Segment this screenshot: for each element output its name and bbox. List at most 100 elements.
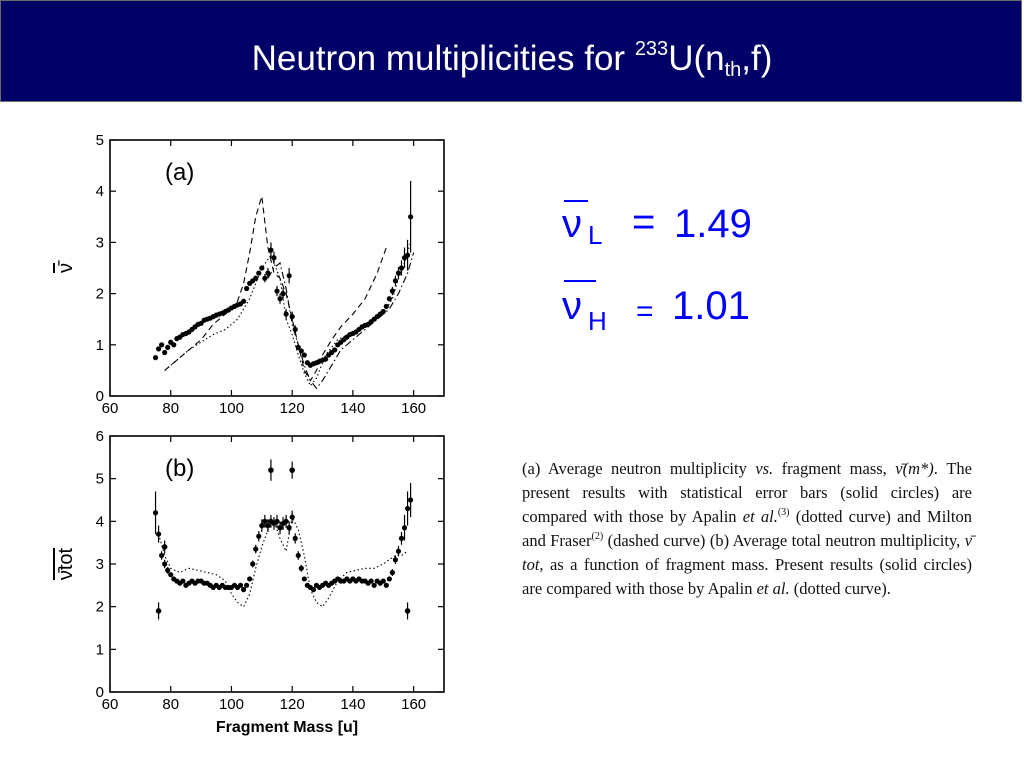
panel-b-data-point bbox=[380, 578, 386, 584]
caption-ref-3: (3) bbox=[777, 507, 790, 518]
panel-b-data-point bbox=[404, 505, 411, 512]
caption-text-4: (dotted curve) and Milton and Fraser bbox=[522, 507, 972, 550]
panel-a-y-tick-label: 4 bbox=[96, 183, 104, 200]
figure-caption: (a) Average neutron multiplicity vs. fra… bbox=[522, 457, 972, 601]
panel-a-x-tick-label: 140 bbox=[340, 400, 365, 417]
panel-b-data-point bbox=[268, 467, 274, 473]
panel-a-data-point bbox=[162, 349, 168, 356]
panel-a-data-point bbox=[322, 356, 329, 362]
panel-b-data-point bbox=[165, 567, 171, 573]
panel-a-data-point bbox=[271, 255, 277, 261]
panel-a-y-tick-label: 2 bbox=[96, 286, 104, 303]
panel-a-y-tick-label: 0 bbox=[96, 388, 104, 405]
panel-b-data-point bbox=[289, 467, 295, 473]
panel-b-x-tick-label: 160 bbox=[401, 696, 426, 713]
panel-b-data-point bbox=[152, 510, 159, 516]
nu-heavy-line: ν H = 1.01 bbox=[560, 280, 800, 336]
caption-text-5: (dashed curve) (b) Average total neutron… bbox=[603, 531, 965, 550]
panel-b-data-point bbox=[408, 497, 414, 503]
panel-b-data-point bbox=[244, 582, 250, 588]
panel-a-data-point bbox=[262, 275, 268, 281]
panel-a-y-axis-label: ν̄ bbox=[55, 260, 77, 273]
panel-a-data-point bbox=[152, 355, 159, 361]
panel-b-data-point bbox=[404, 608, 411, 614]
panel-b-data-point bbox=[180, 578, 186, 584]
nu-light-equals: = bbox=[632, 200, 656, 244]
panel-a-frame bbox=[109, 139, 445, 397]
nu-light-subscript: L bbox=[588, 220, 603, 250]
panel-a-data-point bbox=[301, 352, 307, 358]
panel-b-y-tick-label: 3 bbox=[96, 556, 104, 573]
panel-b-data-point bbox=[310, 587, 317, 593]
caption-etal-2: et al. bbox=[756, 579, 790, 598]
title-suffix: ,f) bbox=[741, 39, 773, 78]
panel-b-y-tick-label: 1 bbox=[96, 641, 104, 658]
panel-b-data-point bbox=[265, 523, 271, 529]
title-element: U(n bbox=[668, 39, 725, 78]
caption-nu-tot: ν̄ tot bbox=[522, 531, 973, 574]
nu-light-symbol: ν bbox=[562, 202, 582, 246]
panel-a-data-point bbox=[408, 214, 414, 220]
panel-b-data-point bbox=[398, 535, 405, 541]
panel-b-data-point bbox=[383, 582, 389, 588]
panel-a-data-point bbox=[268, 247, 274, 253]
panel-b-y-tick-label: 0 bbox=[96, 684, 104, 701]
panel-b-data-point bbox=[253, 546, 259, 552]
panel-a-data-point bbox=[332, 347, 338, 353]
panel-b-frame bbox=[109, 435, 445, 693]
nu-light-value: 1.49 bbox=[674, 202, 752, 246]
panel-b-data-point bbox=[237, 582, 244, 588]
panel-b-data-point bbox=[283, 518, 289, 524]
panel-b-data-point bbox=[295, 552, 301, 559]
panel-b-data-point bbox=[371, 582, 377, 588]
caption-nu-m: ν̄(m*) bbox=[895, 459, 934, 478]
panel-a-data-point bbox=[165, 344, 171, 350]
panel-a-data-point bbox=[404, 252, 411, 258]
panel-b-data-point bbox=[292, 535, 298, 541]
panel-b-data-point bbox=[395, 548, 402, 554]
nu-heavy-value: 1.01 bbox=[672, 284, 750, 328]
panel-a-data-point bbox=[286, 273, 292, 279]
panel-b-data-point bbox=[247, 576, 253, 582]
panel-a-data-point bbox=[253, 275, 259, 281]
caption-text-2: fragment mass, bbox=[773, 459, 896, 478]
panel-a-data-point bbox=[389, 288, 395, 294]
panel-b-y-axis-label: ν̄tot bbox=[55, 547, 77, 580]
panel-a-x-tick-label: 100 bbox=[219, 400, 244, 417]
panel-b-data-point bbox=[155, 608, 162, 614]
nu-heavy-symbol: ν bbox=[562, 284, 582, 328]
panel-b-x-tick-label: 60 bbox=[102, 696, 119, 713]
caption-ref-2: (2) bbox=[591, 531, 604, 542]
nu-heavy-subscript: H bbox=[588, 306, 607, 336]
panel-b-y-tick-label: 4 bbox=[96, 513, 104, 530]
panel-b-x-tick-label: 120 bbox=[280, 696, 305, 713]
panel-a-data-point bbox=[241, 298, 247, 304]
panel-a-y-tick-label: 5 bbox=[96, 132, 104, 149]
panel-a-x-tick-label: 120 bbox=[280, 400, 305, 417]
panel-a-data-point bbox=[244, 285, 250, 292]
panel-a-data-point bbox=[155, 346, 162, 352]
panel-b-data-point bbox=[298, 565, 304, 571]
panel-b-data-point bbox=[159, 552, 165, 559]
panel-a-data-point bbox=[380, 308, 386, 315]
caption-text-7: (dotted curve). bbox=[789, 579, 891, 598]
panel-b-data-point bbox=[250, 561, 256, 567]
panel-a-y-tick-label: 1 bbox=[96, 337, 104, 354]
title-subscript: th bbox=[724, 59, 742, 81]
panel-b-x-tick-label: 140 bbox=[340, 696, 365, 713]
panel-b-data-point bbox=[386, 576, 392, 582]
panel-a-x-tick-label: 60 bbox=[102, 400, 119, 417]
panel-a-data-point bbox=[265, 270, 271, 276]
panel-b-data-point bbox=[262, 518, 268, 524]
panel-b-x-axis-label: Fragment Mass [u] bbox=[216, 719, 358, 736]
nu-light-bar bbox=[564, 200, 588, 202]
nu-heavy-equals: = bbox=[636, 295, 654, 328]
panel-a-x-tick-label: 160 bbox=[401, 400, 426, 417]
panel-a-data-point bbox=[383, 303, 389, 309]
panel-a-x-tick-label: 80 bbox=[162, 400, 179, 417]
panel-a-data-point bbox=[392, 278, 399, 284]
caption-etal-1: et al. bbox=[742, 507, 778, 526]
panel-b-data-point bbox=[289, 514, 295, 520]
panel-b-data-point bbox=[277, 525, 283, 531]
